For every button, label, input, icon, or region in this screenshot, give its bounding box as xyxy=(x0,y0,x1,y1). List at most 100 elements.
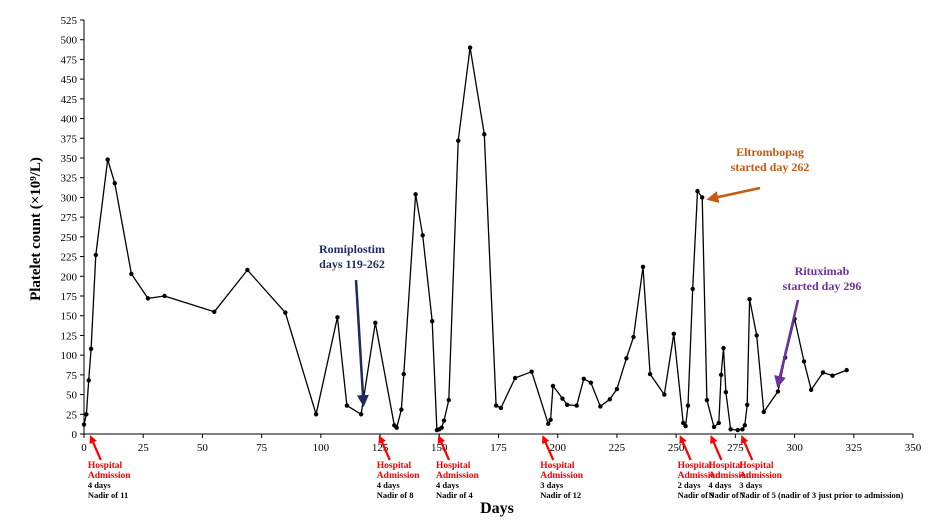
data-point xyxy=(401,371,406,377)
data-point xyxy=(721,345,726,351)
y-tick-label: 100 xyxy=(61,350,78,362)
admission-title: Hospital xyxy=(708,461,743,471)
y-tick-label: 225 xyxy=(61,252,78,264)
admission-detail: Nadir of 7 xyxy=(708,490,745,500)
data-point xyxy=(740,427,745,432)
y-tick-label: 325 xyxy=(61,173,78,185)
x-tick-label: 300 xyxy=(786,442,803,454)
data-point xyxy=(685,403,691,408)
y-tick-label: 175 xyxy=(61,291,78,303)
y-tick-label: 425 xyxy=(61,94,78,106)
data-point xyxy=(607,397,613,402)
drug-annotation-label: started day 296 xyxy=(783,279,862,293)
data-point xyxy=(358,412,364,417)
data-point xyxy=(820,370,826,375)
x-tick-label: 350 xyxy=(905,442,922,454)
data-point xyxy=(420,233,425,238)
data-point xyxy=(548,417,553,423)
admission-detail: Nadir of 8 xyxy=(377,490,414,500)
admission-detail: 4 days xyxy=(88,480,112,490)
data-point xyxy=(441,418,447,423)
y-tick-label: 525 xyxy=(61,15,78,27)
data-point xyxy=(546,421,551,426)
data-point xyxy=(695,188,700,194)
admission-title: Admission xyxy=(88,471,131,481)
data-point xyxy=(162,293,167,299)
data-point xyxy=(683,423,688,429)
data-point xyxy=(742,423,748,428)
y-tick-label: 400 xyxy=(61,114,78,126)
admission-detail: 2 days xyxy=(678,480,702,490)
platelet-series-line xyxy=(83,46,847,431)
data-point xyxy=(574,403,579,408)
drug-annotation-label: Eltrombopag xyxy=(736,145,804,159)
admission-title: Admission xyxy=(540,471,583,481)
data-point xyxy=(512,375,518,381)
x-tick-label: 0 xyxy=(81,442,87,454)
y-tick-label: 275 xyxy=(61,212,78,224)
data-point xyxy=(84,412,89,417)
admission-title: Hospital xyxy=(739,461,774,471)
data-point xyxy=(86,378,91,383)
admission-title: Admission xyxy=(739,471,782,481)
data-point xyxy=(313,412,319,417)
data-point xyxy=(808,387,814,393)
admission-title: Admission xyxy=(678,471,721,481)
data-point xyxy=(564,402,570,408)
data-point xyxy=(529,369,534,374)
data-point xyxy=(81,422,87,427)
admission-title: Hospital xyxy=(377,461,412,471)
data-point xyxy=(754,333,759,338)
drug-annotation-arrow xyxy=(706,186,761,203)
data-point xyxy=(129,271,134,277)
data-point xyxy=(681,420,686,426)
drug-annotation-label: started day 262 xyxy=(731,160,810,174)
data-point xyxy=(560,396,565,401)
data-point xyxy=(145,296,151,301)
y-tick-label: 500 xyxy=(61,35,78,47)
data-point xyxy=(690,286,695,292)
data-point xyxy=(830,373,835,378)
data-point xyxy=(631,334,636,340)
data-point xyxy=(801,359,807,364)
y-tick-label: 200 xyxy=(61,271,78,283)
data-point xyxy=(598,404,603,409)
admission-arrow xyxy=(541,435,555,461)
data-point xyxy=(446,397,451,403)
data-point xyxy=(456,138,461,143)
admission-title: Admission xyxy=(436,471,479,481)
y-tick-label: 375 xyxy=(61,133,78,145)
x-tick-label: 200 xyxy=(549,442,566,454)
data-point xyxy=(640,264,646,270)
admission-detail: Nadir of 4 xyxy=(436,490,473,500)
data-point xyxy=(761,409,766,415)
y-axis-label: Platelet count (×10⁹/L) xyxy=(28,157,44,301)
admission-detail: 4 days xyxy=(708,480,732,490)
data-point xyxy=(105,157,110,162)
data-point xyxy=(493,403,499,408)
data-point xyxy=(245,267,250,273)
y-tick-label: 350 xyxy=(61,153,78,165)
data-point xyxy=(745,402,750,408)
data-point xyxy=(711,424,717,430)
data-point xyxy=(88,346,94,352)
admission-detail: 3 days xyxy=(540,480,564,490)
data-point xyxy=(439,425,444,430)
admission-arrow xyxy=(437,435,451,461)
admission-detail: Nadir of 5 (nadir of 3 just prior to adm… xyxy=(739,490,903,500)
data-point xyxy=(335,315,340,320)
x-axis-label: Days xyxy=(480,500,514,517)
x-tick-label: 325 xyxy=(846,442,863,454)
data-point xyxy=(735,427,740,433)
data-point xyxy=(212,309,217,314)
drug-annotation-arrow xyxy=(354,279,369,408)
data-point xyxy=(112,181,117,186)
admission-detail: 3 days xyxy=(739,480,763,490)
y-tick-label: 25 xyxy=(66,409,78,421)
x-tick-label: 150 xyxy=(431,442,448,454)
admission-arrow xyxy=(679,435,692,461)
admission-arrow xyxy=(740,435,754,461)
data-point xyxy=(704,397,710,403)
data-point xyxy=(624,356,629,361)
